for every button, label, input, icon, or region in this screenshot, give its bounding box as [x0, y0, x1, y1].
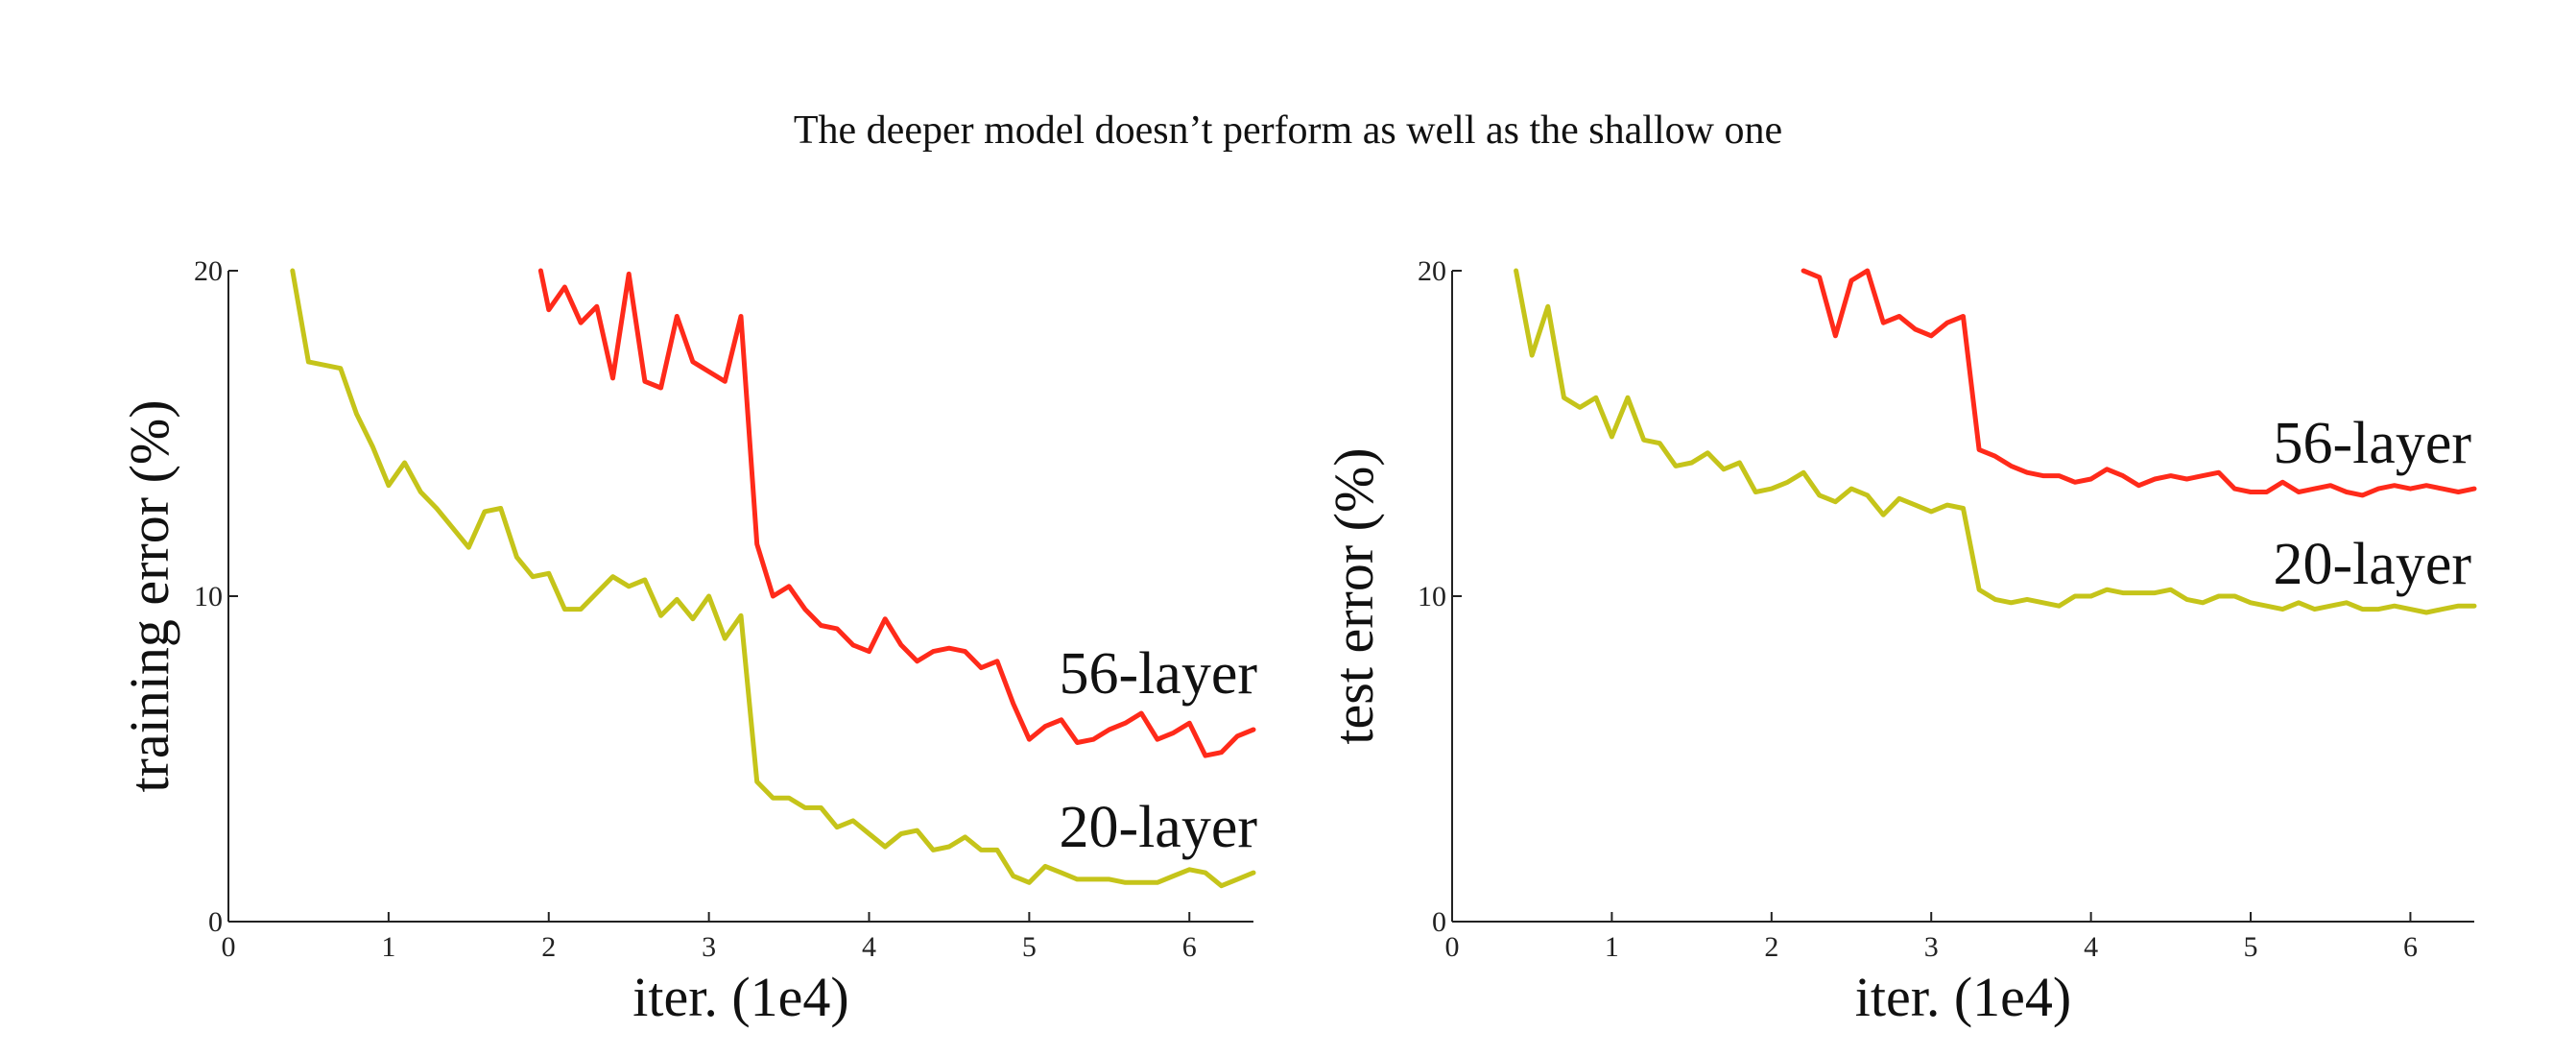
x-tick-label: 6	[2403, 931, 2418, 963]
series-label-56-layer: 56-layer	[1059, 641, 1257, 707]
y-tick-label: 20	[1418, 255, 1446, 287]
x-tick-label: 2	[541, 931, 556, 963]
x-tick-label: 5	[2244, 931, 2258, 963]
test-error-chart: 0 1 2 3 4 5 6 0 10 20 iter. (1e4) test error (%) 56-…	[1323, 255, 2477, 1028]
x-tick-label: 5	[1022, 931, 1037, 963]
y-tick-label: 10	[194, 581, 223, 612]
x-tick-label: 1	[381, 931, 395, 963]
x-tick-label: 1	[1605, 931, 1619, 963]
series-label-56-layer: 56-layer	[2273, 411, 2471, 476]
x-tick-label: 4	[2084, 931, 2098, 963]
x-tick-label: 3	[1924, 931, 1939, 963]
x-axis-label: iter. (1e4)	[632, 966, 848, 1028]
series-line-56-layer	[537, 268, 1256, 758]
x-tick-label: 4	[862, 931, 876, 963]
series-label-20-layer: 20-layer	[1059, 795, 1257, 860]
training-error-chart: 0 1 2 3 4 5 6 0 10 20 iter. (1e4) training error (%…	[118, 255, 1257, 1028]
x-tick-label: 2	[1764, 931, 1778, 963]
x-axis-label: iter. (1e4)	[1855, 966, 2071, 1028]
figure-title: The deeper model doesn’t perform as well…	[793, 108, 1783, 153]
y-tick-label: 0	[1432, 906, 1446, 938]
x-tick-label: 6	[1182, 931, 1197, 963]
y-axis-label: training error (%)	[118, 399, 180, 792]
series-line-20-layer	[1514, 268, 2477, 615]
y-tick-label: 10	[1418, 581, 1446, 612]
x-tick-label: 0	[222, 931, 236, 963]
x-tick-label: 0	[1445, 931, 1460, 963]
y-tick-label: 0	[208, 906, 223, 938]
series-line-56-layer	[1801, 268, 2477, 498]
series-label-20-layer: 20-layer	[2273, 532, 2471, 597]
y-tick-label: 20	[194, 255, 223, 287]
y-axis-label: test error (%)	[1323, 447, 1385, 744]
x-tick-label: 3	[702, 931, 716, 963]
series-line-20-layer	[290, 268, 1256, 889]
